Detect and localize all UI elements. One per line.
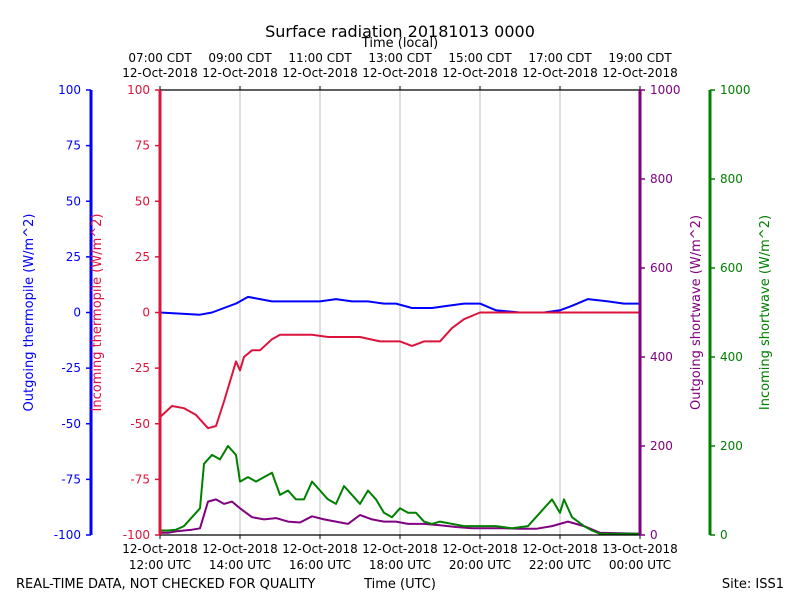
bottom-tick-label: 12:00 UTC xyxy=(129,558,191,572)
top-tick-label: 17:00 CDT xyxy=(528,51,592,65)
y-tick-label: -100 xyxy=(123,528,150,542)
y-tick-label: -25 xyxy=(61,361,81,375)
y-tick-label: 0 xyxy=(650,528,658,542)
bottom-tick-label: 12-Oct-2018 xyxy=(282,542,358,556)
y-axis-label-outgoing_thermopile: Outgoing thermopile (W/m^2) xyxy=(22,214,37,412)
series-group xyxy=(159,295,641,535)
series-line-outgoing_shortwave xyxy=(160,498,641,535)
top-tick-label: 12-Oct-2018 xyxy=(122,66,198,80)
y-axis-label-outgoing_shortwave: Outgoing shortwave (W/m^2) xyxy=(689,215,704,410)
bottom-tick-label: 18:00 UTC xyxy=(369,558,431,572)
y-axis-label-incoming_thermopile: Incoming thermopile (W/m^2) xyxy=(90,214,105,412)
y-tick-label: -75 xyxy=(130,472,150,486)
y-tick-label: 800 xyxy=(720,172,743,186)
bottom-axis-label: Time (UTC) xyxy=(363,577,436,592)
top-tick-label: 12-Oct-2018 xyxy=(602,66,678,80)
y-tick-label: 200 xyxy=(650,439,673,453)
y-tick-label: 50 xyxy=(135,194,150,208)
top-tick-label: 11:00 CDT xyxy=(288,51,352,65)
top-tick-label: 09:00 CDT xyxy=(208,51,272,65)
bottom-tick-label: 00:00 UTC xyxy=(609,558,671,572)
y-tick-label: 50 xyxy=(66,194,81,208)
y-tick-label: 1000 xyxy=(650,83,681,97)
y-tick-label: 100 xyxy=(127,83,150,97)
bottom-tick-label: 20:00 UTC xyxy=(449,558,511,572)
y-tick-label: 25 xyxy=(135,250,150,264)
bottom-tick-label: 16:00 UTC xyxy=(289,558,351,572)
y-tick-label: 400 xyxy=(650,350,673,364)
top-tick-label: 12-Oct-2018 xyxy=(362,66,438,80)
bottom-tick-label: 12-Oct-2018 xyxy=(202,542,278,556)
series-line-incoming_thermopile xyxy=(159,311,640,430)
bottom-tick-label: 12-Oct-2018 xyxy=(522,542,598,556)
y-tick-label: -25 xyxy=(130,361,150,375)
top-axis-label: Time (local) xyxy=(361,36,438,51)
bottom-tick-label: 14:00 UTC xyxy=(209,558,271,572)
y-axis-label-incoming_shortwave: Incoming shortwave (W/m^2) xyxy=(758,215,773,410)
quality-note: REAL-TIME DATA, NOT CHECKED FOR QUALITY xyxy=(16,577,315,592)
y-tick-label: 1000 xyxy=(720,83,751,97)
y-tick-label: 25 xyxy=(66,250,81,264)
y-tick-label: 75 xyxy=(66,139,81,153)
y-tick-label: -50 xyxy=(130,417,150,431)
bottom-tick-label: 12-Oct-2018 xyxy=(362,542,438,556)
bottom-tick-label: 12-Oct-2018 xyxy=(122,542,198,556)
top-tick-label: 12-Oct-2018 xyxy=(202,66,278,80)
chart-title: Surface radiation 20181013 0000 xyxy=(265,22,535,41)
series-line-incoming_shortwave xyxy=(160,445,640,535)
top-tick-label: 13:00 CDT xyxy=(368,51,432,65)
y-tick-label: 100 xyxy=(58,83,81,97)
top-tick-label: 07:00 CDT xyxy=(128,51,192,65)
bottom-tick-label: 22:00 UTC xyxy=(529,558,591,572)
top-tick-label: 12-Oct-2018 xyxy=(282,66,358,80)
y-tick-label: 0 xyxy=(73,306,81,320)
bottom-tick-label: 13-Oct-2018 xyxy=(602,542,678,556)
site-label: Site: ISS1 xyxy=(722,577,784,592)
y-tick-label: -50 xyxy=(61,417,81,431)
y-tick-label: 0 xyxy=(142,306,150,320)
y-tick-label: 200 xyxy=(720,439,743,453)
top-tick-label: 15:00 CDT xyxy=(448,51,512,65)
y-tick-label: 800 xyxy=(650,172,673,186)
top-tick-label: 12-Oct-2018 xyxy=(442,66,518,80)
y-tick-label: 600 xyxy=(650,261,673,275)
y-tick-label: 75 xyxy=(135,139,150,153)
y-tick-label: -75 xyxy=(61,472,81,486)
top-tick-label: 19:00 CDT xyxy=(608,51,672,65)
series-line-outgoing_thermopile xyxy=(159,295,640,316)
y-tick-label: -100 xyxy=(54,528,81,542)
bottom-tick-label: 12-Oct-2018 xyxy=(442,542,518,556)
y-tick-label: 600 xyxy=(720,261,743,275)
y-tick-label: 0 xyxy=(720,528,728,542)
top-tick-label: 12-Oct-2018 xyxy=(522,66,598,80)
y-tick-label: 400 xyxy=(720,350,743,364)
